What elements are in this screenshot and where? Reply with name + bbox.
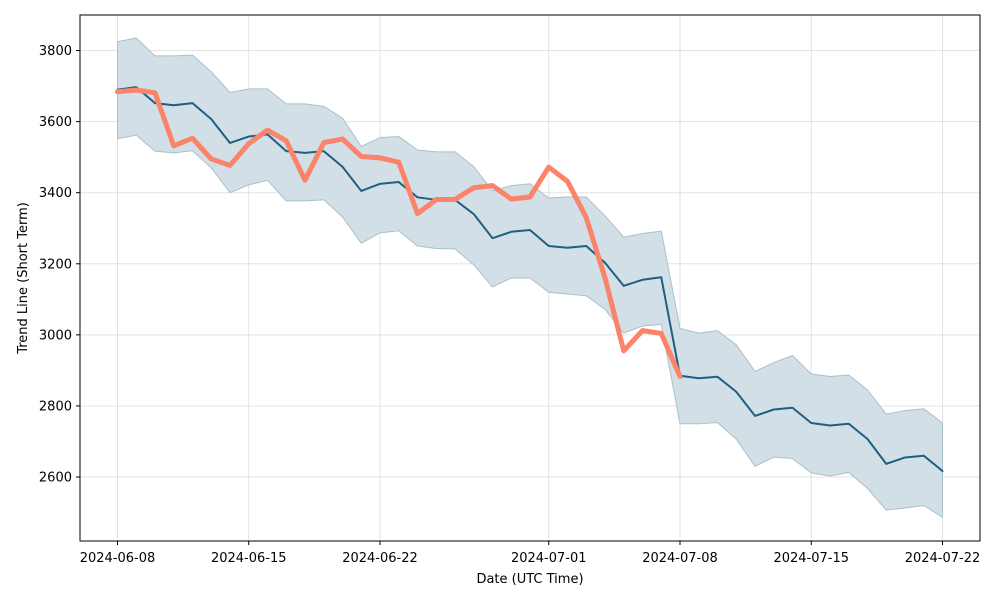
x-axis-title: Date (UTC Time) — [476, 572, 583, 587]
trend-mean-line — [116, 86, 944, 472]
y-axis-title: Trend Line (Short Term) — [16, 202, 31, 355]
plot-frame — [79, 14, 981, 542]
series-lines — [115, 86, 944, 472]
y-tick-label: 3200 — [39, 257, 72, 272]
x-tick-label: 2024-07-15 — [773, 551, 849, 566]
x-tick-label: 2024-06-15 — [211, 551, 287, 566]
y-tick-label: 3400 — [39, 186, 72, 201]
y-tick-label: 2800 — [39, 399, 72, 414]
x-tick-label: 2024-07-01 — [511, 551, 587, 566]
y-tick-label: 2600 — [39, 471, 72, 486]
confidence-band — [117, 37, 943, 519]
y-tick-label: 3800 — [39, 44, 72, 59]
x-tick-label: 2024-06-08 — [80, 551, 156, 566]
band-area — [117, 37, 943, 519]
x-tick-label: 2024-07-08 — [642, 551, 718, 566]
x-tick-label: 2024-06-22 — [342, 551, 418, 566]
y-axis-ticks: 2600 2800 3000 3200 3400 3600 3800 — [39, 44, 80, 486]
x-axis-ticks: 2024-06-08 2024-06-15 2024-06-22 2024-07-01… — [80, 541, 981, 566]
y-tick-label: 3000 — [39, 328, 72, 343]
x-tick-label: 2024-07-22 — [905, 551, 981, 566]
y-tick-label: 3600 — [39, 115, 72, 130]
price-line — [115, 87, 683, 379]
